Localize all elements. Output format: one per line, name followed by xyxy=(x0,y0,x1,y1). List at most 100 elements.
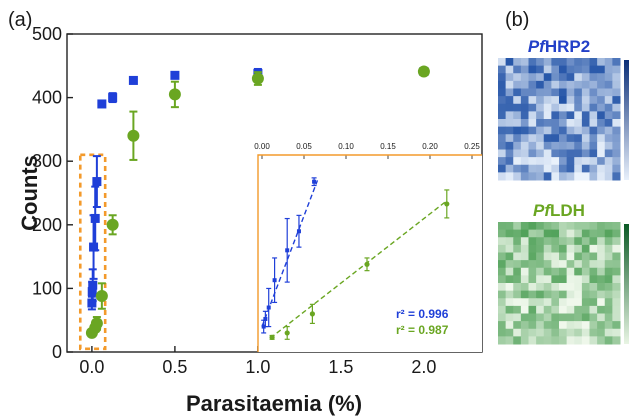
heatmap-cell-green xyxy=(505,267,514,276)
heatmap-cell-green xyxy=(559,321,568,330)
heatmap-cell-blue xyxy=(543,157,552,166)
data-point-square xyxy=(97,99,107,109)
heatmap-cell-blue xyxy=(528,80,537,89)
heatmap-cell-green xyxy=(551,229,560,238)
heatmap-cell-blue xyxy=(513,65,522,74)
heatmap-cell-green xyxy=(551,336,560,345)
heatmap-cell-green xyxy=(520,244,529,253)
heatmap-cell-blue xyxy=(513,141,522,150)
inset-point-square xyxy=(272,278,277,283)
panel-label-a: (a) xyxy=(8,9,32,31)
heatmap-cell-blue xyxy=(589,80,598,89)
heatmap-cell-blue xyxy=(559,88,568,97)
heatmap-cell-blue xyxy=(551,126,560,135)
r2-green-annotation: r² = 0.987 xyxy=(396,323,449,337)
heatmap-cell-blue xyxy=(589,141,598,150)
heatmap-cell-green xyxy=(505,275,514,284)
heatmap-cell-green xyxy=(589,321,598,330)
heatmap-cell-blue xyxy=(505,88,514,97)
heatmap-cell-blue xyxy=(551,103,560,112)
heatmap-cell-green xyxy=(589,328,598,337)
heatmap-cell-green xyxy=(505,244,514,253)
heatmap-cell-blue xyxy=(551,58,560,67)
heatmap-cell-blue xyxy=(604,141,613,150)
heatmap-cell-green xyxy=(513,267,522,276)
heatmap-cell-green xyxy=(612,305,621,314)
heatmap-cell-green xyxy=(559,290,568,299)
heatmap-cell-green xyxy=(513,336,522,345)
fit-line xyxy=(269,200,448,339)
x-tick-label: 1.5 xyxy=(328,357,353,377)
heatmap-cell-blue xyxy=(513,126,522,135)
heatmap-cell-blue xyxy=(513,103,522,112)
y-tick-label: 400 xyxy=(32,88,62,108)
heatmap-cell-blue xyxy=(604,134,613,143)
heatmap-cell-green xyxy=(513,252,522,261)
heatmap-cell-blue xyxy=(574,96,583,105)
data-point-circle xyxy=(417,65,430,78)
heatmap-cell-green xyxy=(536,298,545,307)
heatmap-cell-green xyxy=(604,283,613,292)
heatmap-cell-blue xyxy=(536,103,545,112)
heatmap-cell-green xyxy=(551,222,560,231)
heatmap-cell-blue xyxy=(498,134,507,143)
heatmap-cell-blue xyxy=(498,164,507,173)
heatmap-cell-blue xyxy=(566,58,575,67)
heatmap-cell-green xyxy=(536,290,545,299)
inset-x-tick-label: 0.05 xyxy=(296,142,312,151)
heatmap-cell-blue xyxy=(536,157,545,166)
heatmap-cell-green xyxy=(566,283,575,292)
heatmap-cell-blue xyxy=(520,80,529,89)
heatmap-cell-blue xyxy=(528,157,537,166)
x-tick-label: 2.0 xyxy=(411,357,436,377)
heatmap-cell-green xyxy=(513,305,522,314)
heatmap-cell-blue xyxy=(581,149,590,158)
heatmap-cell-blue xyxy=(581,73,590,82)
heatmap-cell-blue xyxy=(597,111,606,120)
heatmap-cell-green xyxy=(574,328,583,337)
inset-point-circle xyxy=(269,334,275,340)
heatmap-cell-green xyxy=(543,313,552,322)
heatmap-cell-green xyxy=(581,298,590,307)
heatmap-cell-blue xyxy=(520,119,529,128)
heatmap-cell-blue xyxy=(536,172,545,181)
heatmap-cell-blue xyxy=(566,119,575,128)
heatmap-cell-green xyxy=(520,336,529,345)
heatmap-cell-green xyxy=(604,321,613,330)
heatmap-cell-blue xyxy=(581,157,590,166)
heatmap-cell-blue xyxy=(551,134,560,143)
heatmap-cell-green xyxy=(543,267,552,276)
heatmap-cell-blue xyxy=(597,73,606,82)
heatmap-cell-green xyxy=(536,328,545,337)
heatmap-cell-blue xyxy=(498,80,507,89)
r2-blue-annotation: r² = 0.996 xyxy=(396,307,449,321)
heatmap-cell-blue xyxy=(551,149,560,158)
heatmap-cell-green xyxy=(520,229,529,238)
heatmap-cell-blue xyxy=(589,65,598,74)
highlight-box xyxy=(78,153,107,351)
heatmap-cell-blue xyxy=(566,96,575,105)
heatmap-cell-blue xyxy=(498,65,507,74)
heatmap-cell-green xyxy=(574,321,583,330)
heatmap-cell-green xyxy=(566,222,575,231)
panel-label-b: (b) xyxy=(505,9,529,31)
heatmap-cell-blue xyxy=(612,126,621,135)
data-point-square xyxy=(108,93,118,103)
heatmap-cell-green xyxy=(551,298,560,307)
heatmap-cell-blue xyxy=(505,103,514,112)
heatmap-cell-green xyxy=(543,275,552,284)
heatmap-cell-blue xyxy=(604,126,613,135)
data-point-square xyxy=(128,75,138,85)
heatmap-pfldh xyxy=(498,222,621,345)
heatmap-cell-blue xyxy=(597,134,606,143)
heatmap-cell-green xyxy=(505,252,514,261)
heatmap-cell-green xyxy=(559,328,568,337)
heatmap-cell-green xyxy=(559,313,568,322)
heatmap-cell-blue xyxy=(581,141,590,150)
heatmap-cell-green xyxy=(589,229,598,238)
heatmap-cell-blue xyxy=(520,111,529,120)
heatmap-cell-green xyxy=(551,290,560,299)
heatmap-cell-green xyxy=(559,252,568,261)
heatmap-cell-green xyxy=(612,321,621,330)
